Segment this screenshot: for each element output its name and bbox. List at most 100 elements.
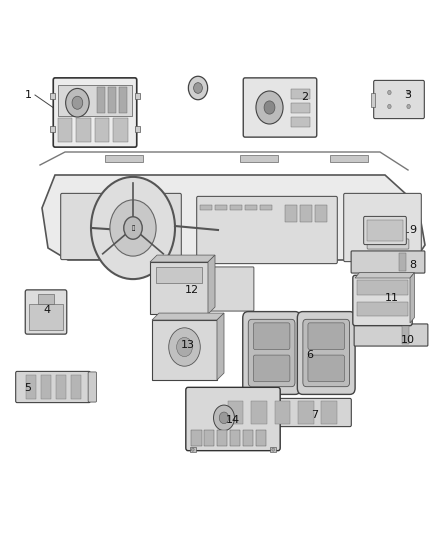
FancyBboxPatch shape bbox=[243, 312, 300, 394]
FancyBboxPatch shape bbox=[351, 251, 425, 273]
Bar bbox=[50, 126, 55, 132]
Bar bbox=[113, 118, 127, 142]
FancyBboxPatch shape bbox=[303, 319, 350, 386]
Text: 7: 7 bbox=[311, 410, 318, 420]
FancyBboxPatch shape bbox=[248, 319, 295, 386]
Bar bbox=[357, 280, 408, 295]
Circle shape bbox=[110, 200, 156, 256]
Bar bbox=[298, 401, 314, 424]
Bar bbox=[108, 86, 116, 112]
Circle shape bbox=[219, 412, 229, 424]
Bar bbox=[290, 90, 310, 99]
Bar bbox=[150, 262, 208, 314]
Bar bbox=[290, 117, 310, 127]
Bar bbox=[321, 401, 337, 424]
Bar bbox=[190, 447, 196, 453]
Circle shape bbox=[188, 76, 208, 100]
Text: 4: 4 bbox=[43, 305, 50, 315]
Text: 5: 5 bbox=[25, 383, 32, 393]
Text: 1: 1 bbox=[25, 90, 32, 100]
Bar bbox=[41, 375, 51, 399]
Bar bbox=[105, 155, 143, 162]
Circle shape bbox=[72, 96, 83, 109]
Text: 2: 2 bbox=[301, 92, 308, 102]
Text: 14: 14 bbox=[226, 415, 240, 425]
FancyBboxPatch shape bbox=[88, 372, 96, 402]
Circle shape bbox=[407, 104, 410, 109]
Circle shape bbox=[272, 448, 275, 451]
Circle shape bbox=[194, 83, 202, 93]
Bar bbox=[228, 401, 244, 424]
Polygon shape bbox=[150, 255, 215, 262]
FancyBboxPatch shape bbox=[308, 323, 345, 350]
Bar bbox=[152, 320, 217, 380]
Bar bbox=[26, 375, 36, 399]
FancyBboxPatch shape bbox=[367, 239, 409, 249]
Circle shape bbox=[407, 91, 410, 95]
FancyBboxPatch shape bbox=[53, 78, 137, 147]
Bar bbox=[256, 430, 266, 446]
Bar bbox=[58, 118, 72, 142]
Bar bbox=[217, 430, 227, 446]
Circle shape bbox=[66, 88, 89, 117]
Circle shape bbox=[169, 328, 200, 366]
Bar bbox=[135, 93, 140, 100]
Text: 11: 11 bbox=[385, 293, 399, 303]
Circle shape bbox=[124, 217, 142, 239]
Bar bbox=[215, 205, 227, 210]
FancyBboxPatch shape bbox=[344, 193, 421, 262]
Text: 🔷: 🔷 bbox=[131, 225, 134, 231]
Bar bbox=[200, 205, 212, 210]
Bar bbox=[367, 220, 403, 241]
Bar bbox=[245, 205, 257, 210]
Text: 12: 12 bbox=[185, 285, 199, 295]
Bar bbox=[58, 85, 132, 116]
Polygon shape bbox=[208, 255, 215, 314]
Text: 6: 6 bbox=[307, 350, 314, 360]
FancyBboxPatch shape bbox=[197, 196, 337, 264]
Circle shape bbox=[264, 101, 275, 114]
Bar bbox=[285, 205, 297, 222]
FancyBboxPatch shape bbox=[61, 193, 181, 260]
FancyBboxPatch shape bbox=[374, 80, 424, 119]
Bar bbox=[119, 86, 127, 112]
Bar bbox=[39, 294, 53, 304]
Text: 8: 8 bbox=[410, 260, 417, 270]
FancyBboxPatch shape bbox=[364, 216, 406, 245]
FancyBboxPatch shape bbox=[243, 78, 317, 137]
Polygon shape bbox=[152, 313, 224, 320]
Bar bbox=[243, 430, 253, 446]
Circle shape bbox=[177, 337, 192, 357]
Text: 9: 9 bbox=[410, 225, 417, 235]
Bar bbox=[270, 447, 276, 453]
Circle shape bbox=[91, 177, 175, 279]
Bar bbox=[330, 155, 368, 162]
Bar bbox=[50, 93, 55, 100]
Circle shape bbox=[213, 405, 234, 431]
FancyBboxPatch shape bbox=[16, 372, 90, 402]
Text: 3: 3 bbox=[405, 90, 411, 100]
Bar bbox=[357, 302, 408, 316]
FancyBboxPatch shape bbox=[297, 312, 355, 394]
Bar bbox=[71, 375, 81, 399]
Bar bbox=[156, 267, 202, 283]
Bar bbox=[315, 205, 327, 222]
Bar bbox=[230, 430, 240, 446]
FancyBboxPatch shape bbox=[308, 355, 345, 382]
Circle shape bbox=[191, 448, 194, 451]
FancyBboxPatch shape bbox=[354, 324, 428, 346]
Bar bbox=[77, 118, 91, 142]
FancyBboxPatch shape bbox=[219, 398, 351, 426]
Bar bbox=[260, 205, 272, 210]
Polygon shape bbox=[42, 175, 425, 260]
FancyBboxPatch shape bbox=[253, 323, 290, 350]
Polygon shape bbox=[410, 273, 414, 323]
Bar bbox=[275, 401, 290, 424]
FancyBboxPatch shape bbox=[353, 276, 412, 326]
Bar bbox=[29, 304, 63, 330]
Bar bbox=[191, 430, 201, 446]
Text: 13: 13 bbox=[181, 340, 195, 350]
Bar bbox=[290, 103, 310, 113]
Bar bbox=[240, 155, 278, 162]
FancyBboxPatch shape bbox=[253, 355, 290, 382]
